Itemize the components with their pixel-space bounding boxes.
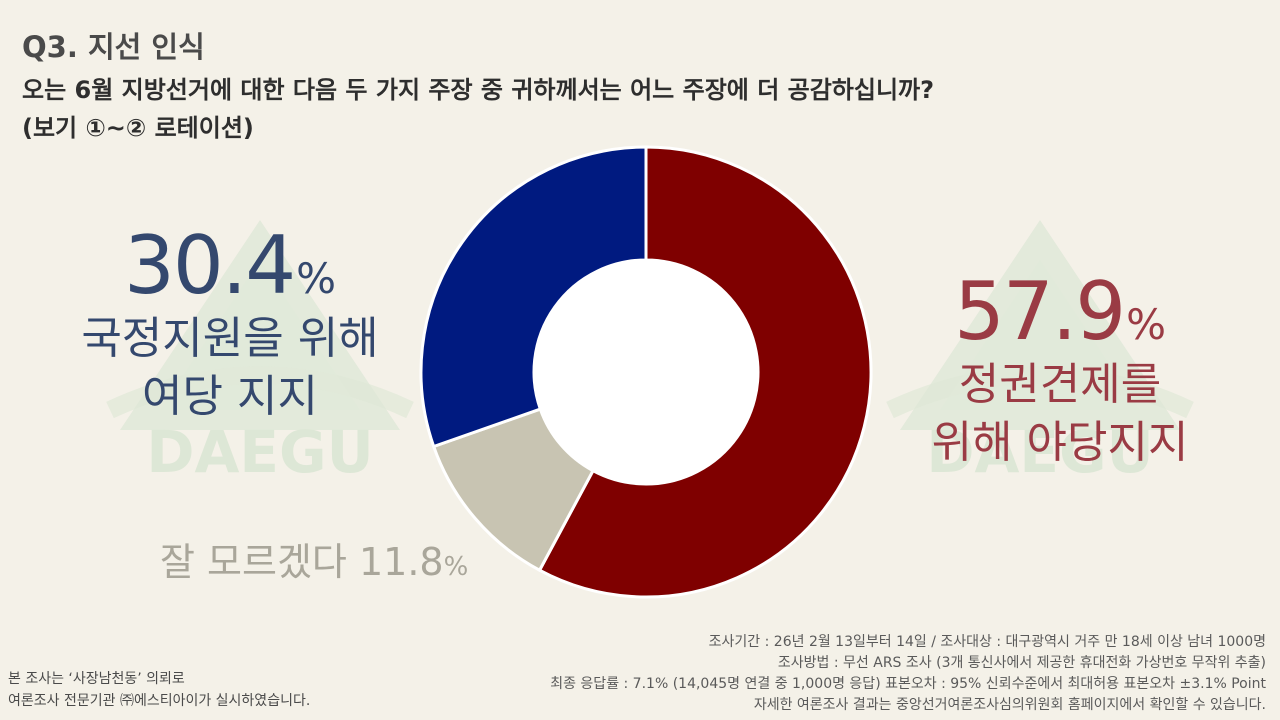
dont-know-label: 잘 모르겠다 bbox=[160, 540, 347, 584]
opposition-party-label-line2: 위해 야당지지 bbox=[931, 417, 1189, 468]
dont-know-value: 11.8 bbox=[358, 540, 444, 584]
ruling-party-label-line2: 여당 지지 bbox=[142, 371, 318, 422]
page-title: Q3. 지선 인식 bbox=[22, 30, 205, 64]
donut-hole bbox=[534, 260, 758, 484]
ruling-party-value: 30.4 bbox=[123, 219, 296, 312]
ruling-party-unit: % bbox=[296, 254, 337, 303]
dont-know-unit: % bbox=[443, 552, 469, 582]
daegu-watermark-right: DAEGU bbox=[886, 220, 1194, 486]
footer-survey-info: 조사기간 : 26년 2월 13일부터 14일 / 조사대상 : 대구광역시 거… bbox=[550, 632, 1266, 716]
question-text: 오는 6월 지방선거에 대한 다음 두 가지 주장 중 귀하께서는 어느 주장에… bbox=[22, 76, 935, 104]
stat-ruling-party: 30.4% 국정지원을 위해 여당 지지 bbox=[40, 222, 420, 426]
survey-method: 조사방법 : 무선 ARS 조사 (3개 통신사에서 제공한 휴대전화 가상번호… bbox=[777, 655, 1266, 671]
watermark-text: DAEGU bbox=[926, 418, 1153, 486]
daegu-watermark-left: DAEGU bbox=[106, 220, 414, 486]
header: Q3. 지선 인식 오는 6월 지방선거에 대한 다음 두 가지 주장 중 귀하… bbox=[22, 28, 1258, 146]
rotation-note: (보기 ①~② 로테이션) bbox=[22, 114, 254, 142]
ruling-party-label-line1: 국정지원을 위해 bbox=[81, 313, 379, 364]
opposition-party-value: 57.9 bbox=[953, 265, 1126, 358]
survey-period: 조사기간 : 26년 2월 13일부터 14일 / 조사대상 : 대구광역시 거… bbox=[708, 634, 1266, 650]
footer-sponsor-note: 본 조사는 ‘사장남천동’ 의뢰로 여론조사 전문기관 ㈜에스티아이가 실시하였… bbox=[8, 668, 310, 712]
opposition-party-unit: % bbox=[1126, 300, 1167, 349]
opposition-party-label-line1: 정권견제를 bbox=[958, 359, 1162, 410]
survey-detail-note: 자세한 여론조사 결과는 중앙선거여론조사심의위원회 홈페이지에서 확인할 수 … bbox=[753, 697, 1266, 713]
stat-dont-know: 잘 모르겠다 11.8% bbox=[160, 536, 480, 593]
sponsor-line2: 여론조사 전문기관 ㈜에스티아이가 실시하였습니다. bbox=[8, 693, 311, 709]
watermark-text: DAEGU bbox=[146, 418, 373, 486]
slice-ruling-support bbox=[419, 145, 648, 449]
stat-opposition-party: 57.9% 정권견제를 위해 야당지지 bbox=[870, 268, 1250, 472]
sponsor-line1: 본 조사는 ‘사장남천동’ 의뢰로 bbox=[8, 671, 185, 687]
survey-response-rate: 최종 응답률 : 7.1% (14,045명 연결 중 1,000명 응답) 표… bbox=[550, 676, 1266, 692]
